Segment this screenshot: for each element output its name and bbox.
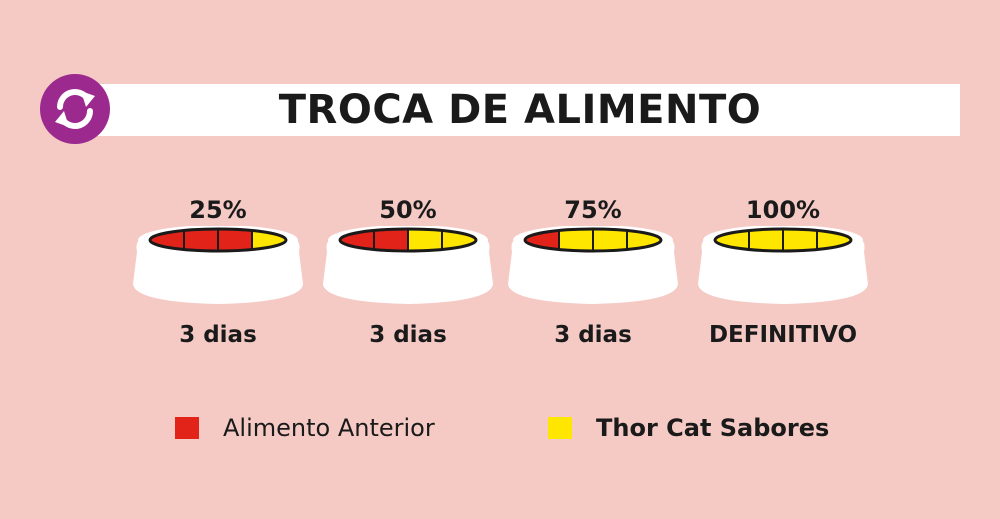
- legend-swatch: [548, 417, 572, 439]
- page-title: TROCA DE ALIMENTO: [278, 87, 762, 133]
- food-segment-new: [748, 229, 784, 251]
- bowl-icon: [508, 226, 678, 304]
- swap-icon: [40, 74, 110, 144]
- bowl-body: [698, 240, 868, 304]
- food-segment-new: [782, 229, 818, 251]
- legend-previous-food: Alimento Anterior: [175, 412, 435, 444]
- bowl-step-1: 25% 3 dias: [133, 196, 303, 356]
- food-segment-new: [558, 229, 594, 251]
- food-segment-previous: [217, 229, 253, 251]
- food-outline: [148, 227, 288, 253]
- bowl-percent: 50%: [379, 196, 437, 224]
- food-segment-new: [592, 229, 628, 251]
- food-segment-previous: [373, 229, 409, 251]
- bowl-icon: [323, 226, 493, 304]
- bowl-duration: 3 dias: [554, 322, 632, 348]
- bowl-percent: 100%: [745, 196, 821, 224]
- bowl-duration: 3 dias: [369, 322, 447, 348]
- bowl-percent: 75%: [564, 196, 622, 224]
- bowl-body: [133, 240, 303, 304]
- legend-swatch: [175, 417, 199, 439]
- bowl-percent: 25%: [189, 196, 247, 224]
- title-bar: [80, 84, 960, 136]
- bowl-icon: [133, 226, 303, 304]
- bowl-step-4: 100% DEFINITIVO: [698, 196, 868, 356]
- bowl-body: [508, 240, 678, 304]
- food-outline: [338, 227, 478, 253]
- legend-new-food: Thor Cat Sabores: [548, 412, 829, 444]
- legend-label: Thor Cat Sabores: [596, 414, 830, 442]
- bowl-duration: DEFINITIVO: [708, 322, 858, 348]
- food-outline: [713, 227, 853, 253]
- bowl-duration: 3 dias: [179, 322, 257, 348]
- food-outline: [523, 227, 663, 253]
- legend-label: Alimento Anterior: [223, 414, 435, 442]
- bowl-icon: [698, 226, 868, 304]
- bowl-body: [323, 240, 493, 304]
- food-segment-new: [407, 229, 443, 251]
- bowl-step-2: 50% 3 dias: [323, 196, 493, 356]
- bowl-step-3: 75% 3 dias: [508, 196, 678, 356]
- food-segment-previous: [183, 229, 219, 251]
